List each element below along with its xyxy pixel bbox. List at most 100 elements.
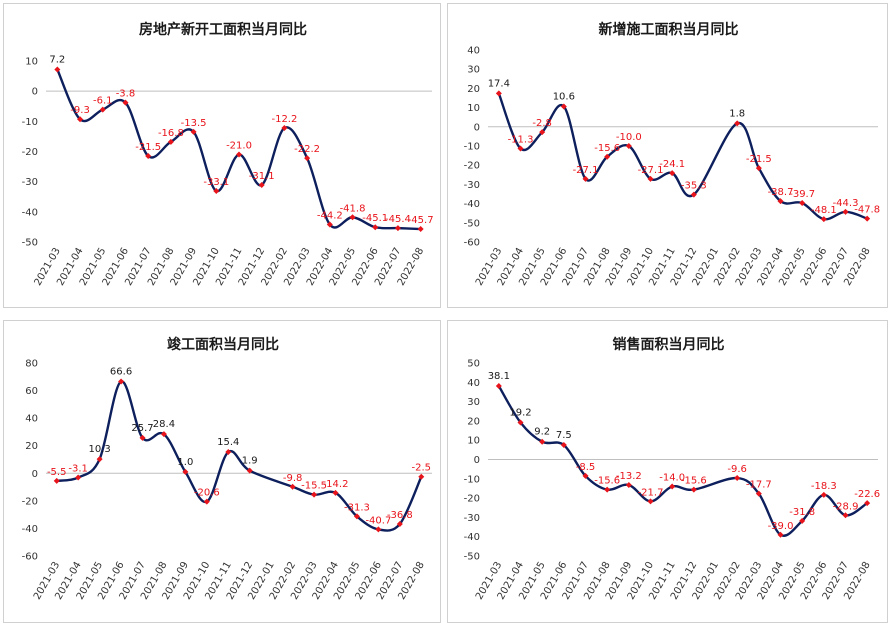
data-label: -14.2: [323, 479, 349, 490]
y-tick-label: -10: [464, 474, 480, 485]
data-label: 19.2: [509, 407, 531, 418]
chart-new-construction-svg: 新增施工面积当月同比403020100-10-20-30-40-50-60202…: [464, 21, 880, 288]
data-label: -22.2: [294, 144, 320, 155]
data-point-marker: [777, 198, 784, 205]
data-label: -15.6: [594, 476, 620, 487]
data-point-marker: [669, 170, 676, 177]
data-point-marker: [560, 103, 567, 110]
data-label: -3.1: [68, 464, 88, 475]
y-tick-label: -10: [22, 117, 38, 128]
chart-panel-new-construction: 新增施工面积当月同比 40 30 20 10 0 -10 -20 -30 -40 -50 -60 202…: [447, 3, 888, 308]
data-label: -48.1: [811, 205, 837, 216]
data-point-marker: [54, 66, 61, 73]
series-line: [497, 92, 868, 221]
data-point-marker: [225, 449, 232, 456]
y-tick-label: 20: [467, 84, 480, 95]
data-label: -36.8: [387, 510, 413, 521]
data-label: 10.6: [553, 91, 575, 102]
data-point-marker: [353, 513, 360, 520]
data-label: 1.8: [729, 108, 745, 119]
y-tick-label: 10: [25, 57, 38, 68]
data-point-marker: [145, 153, 152, 160]
data-label: -45.1: [362, 213, 388, 224]
data-point-marker: [604, 486, 611, 493]
chart-panel-sales: 销售面积当月同比 50 40 30 20 10 0 -10 -20 -30 -40 -50 2021-0…: [447, 320, 888, 623]
data-label: 25.7: [131, 423, 153, 434]
data-label: -22.6: [854, 489, 880, 500]
data-label: -13.5: [181, 118, 207, 129]
data-point-marker: [690, 191, 697, 198]
data-point-marker: [190, 128, 197, 135]
y-tick-label: -40: [22, 207, 38, 218]
data-label: -15.6: [594, 143, 620, 154]
data-point-marker: [799, 200, 806, 207]
data-label: -21.5: [135, 142, 161, 153]
data-point-marker: [517, 145, 524, 152]
data-label: 7.2: [49, 54, 65, 65]
data-point-marker: [755, 490, 762, 497]
y-tick-label: 30: [467, 65, 480, 76]
y-tick-label: -30: [22, 177, 38, 188]
data-label: -45.7: [408, 215, 434, 226]
data-point-marker: [53, 477, 60, 484]
data-label: -5.5: [47, 467, 67, 478]
data-point-marker: [281, 124, 288, 131]
data-label: 1.0: [177, 457, 193, 468]
data-point-marker: [864, 215, 871, 222]
data-label: -28.9: [833, 501, 859, 512]
data-point-marker: [99, 106, 106, 113]
y-tick-label: 0: [32, 469, 38, 480]
data-label: -44.2: [317, 211, 343, 222]
data-point-marker: [625, 481, 632, 488]
data-point-marker: [246, 467, 253, 474]
data-point-marker: [96, 456, 103, 463]
chart-sales-svg: 销售面积当月同比50403020100-10-20-30-40-502021-0…: [464, 336, 880, 602]
data-label: -21.7: [638, 487, 664, 498]
data-label: 15.4: [217, 437, 239, 448]
data-point-marker: [734, 475, 741, 482]
data-label: 28.4: [153, 419, 175, 430]
data-point-marker: [139, 434, 146, 441]
data-point-marker: [495, 382, 502, 389]
data-label: -44.3: [833, 198, 859, 209]
data-point-marker: [75, 474, 82, 481]
y-tick-label: 40: [467, 378, 480, 389]
chart-title: 房地产新开工面积当月同比: [139, 21, 307, 38]
data-label: -41.8: [340, 203, 366, 214]
y-tick-label: -40: [464, 199, 480, 210]
data-point-marker: [167, 138, 174, 145]
data-point-marker: [495, 90, 502, 97]
data-label: -6.1: [93, 96, 113, 107]
y-tick-label: -20: [464, 494, 480, 505]
data-point-marker: [394, 225, 401, 232]
data-label: -15.5: [301, 481, 327, 492]
data-label: -9.6: [727, 464, 747, 475]
y-tick-label: -60: [464, 238, 480, 249]
data-point-marker: [582, 472, 589, 479]
data-label: 38.1: [488, 371, 510, 382]
data-label: -10.0: [616, 132, 642, 143]
y-tick-label: 30: [467, 397, 480, 408]
data-point-marker: [517, 419, 524, 426]
y-tick-label: 0: [32, 87, 38, 98]
chart-title: 竣工面积当月同比: [167, 336, 279, 353]
y-tick-label: 40: [25, 414, 38, 425]
data-label: -31.3: [344, 502, 370, 513]
chart-title: 销售面积当月同比: [613, 336, 725, 353]
data-label: 10.3: [88, 444, 110, 455]
series-line: [56, 380, 423, 532]
data-label: -2.5: [412, 463, 432, 474]
data-point-marker: [118, 378, 125, 385]
data-label: -2.8: [532, 118, 552, 129]
y-tick-label: -40: [22, 524, 38, 535]
data-point-marker: [755, 165, 762, 172]
y-tick-label: 50: [467, 359, 480, 370]
chart-panel-new-starts: 房地产新开工面积当月同比 10 0 -10 -20 -30 -40 -50 2021-03 202…: [3, 3, 441, 308]
data-label: 7.5: [556, 430, 572, 441]
data-point-marker: [799, 517, 806, 524]
data-label: -11.3: [508, 134, 534, 145]
data-point-marker: [289, 483, 296, 490]
data-point-marker: [396, 521, 403, 528]
data-point-marker: [236, 151, 242, 158]
data-point-marker: [213, 188, 220, 195]
